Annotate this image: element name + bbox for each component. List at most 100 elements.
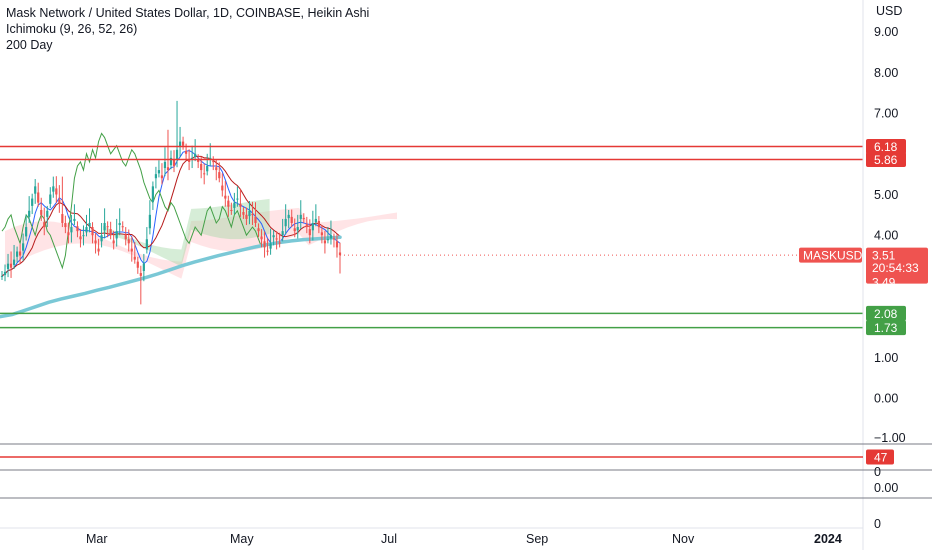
candle-body [121, 226, 124, 228]
x-tick-label: Sep [526, 532, 548, 546]
cloud-area [5, 207, 397, 279]
candle-body [332, 238, 336, 240]
candle-body [308, 229, 311, 236]
candle-body [145, 239, 148, 250]
candle-body [109, 229, 112, 236]
candle-body [85, 227, 88, 233]
level-label: 6.18 [874, 140, 898, 154]
candle-body [142, 263, 145, 272]
x-tick-label: Jul [381, 532, 397, 546]
pane-tick-label: 0.00 [874, 481, 898, 495]
candle-body [97, 248, 100, 252]
candle-body [221, 185, 224, 191]
pane-tick-label: 0 [874, 465, 881, 479]
candle-body [160, 175, 164, 179]
candle-body [323, 240, 327, 244]
candle-body [22, 243, 25, 251]
candle-body [106, 226, 109, 228]
candle-body [55, 188, 58, 195]
candle-body [28, 210, 31, 217]
candle-body [215, 167, 218, 171]
candle-body [154, 174, 158, 179]
candle-body [281, 231, 284, 236]
y-tick-label: 9.00 [874, 25, 898, 39]
candle-body [197, 159, 200, 162]
candle-body [15, 251, 19, 257]
candle-body [305, 224, 308, 228]
candle-body [166, 167, 170, 171]
candle-body [191, 157, 194, 159]
symbol-label: MASKUSD [803, 249, 863, 263]
candle-body [200, 163, 203, 171]
x-tick-label: 2024 [814, 532, 842, 546]
candle-body [118, 222, 121, 226]
x-tick-label: May [230, 532, 254, 546]
candle-body [254, 216, 257, 223]
candle-body [329, 235, 333, 239]
countdown-label: 20:54:33 [872, 261, 919, 275]
candle-body [133, 256, 136, 260]
candle-body [91, 227, 94, 236]
candle-body [248, 210, 251, 217]
candle-body [224, 195, 227, 199]
candle-body [269, 243, 272, 249]
candle-body [236, 198, 239, 200]
candle-body [49, 194, 52, 204]
candles [0, 100, 342, 305]
level-label-bg [866, 320, 906, 336]
candle-body [326, 239, 330, 241]
legend-ichimoku[interactable]: Ichimoku (9, 26, 52, 26) [6, 22, 138, 36]
candle-body [37, 192, 40, 203]
candle-body [263, 241, 266, 248]
legend-200-day[interactable]: 200 Day [6, 38, 53, 52]
candle-body [12, 259, 16, 265]
candle-body [157, 170, 161, 174]
candle-body [194, 153, 197, 158]
pane-tick-label: −1.00 [874, 431, 906, 445]
candle-body [335, 241, 339, 248]
level-label-bg [866, 138, 906, 154]
candle-body [178, 141, 182, 147]
y-tick-label: 1.00 [874, 351, 898, 365]
candle-body [169, 157, 173, 166]
candle-body [212, 161, 215, 163]
x-tick-label: Nov [672, 532, 695, 546]
candle-body [3, 271, 7, 276]
y-tick-label: 4.00 [874, 229, 898, 243]
time-axis: Mar May Jul Sep Nov 2024 [0, 527, 863, 546]
candle-body [127, 239, 130, 244]
x-tick-label: Mar [86, 532, 108, 546]
candle-body [82, 235, 85, 237]
candle-body [130, 248, 133, 252]
y-tick-label: 8.00 [874, 66, 898, 80]
pane-tick-label: 0 [874, 517, 881, 531]
candle-body [9, 263, 13, 268]
legend-title[interactable]: Mask Network / United States Dollar, 1D,… [6, 6, 370, 20]
candle-body [34, 186, 37, 194]
candle-body [266, 250, 269, 252]
candle-body [94, 240, 97, 244]
candle-body [172, 159, 176, 167]
y-tick-label: 0.00 [874, 392, 898, 406]
candle-body [61, 214, 64, 223]
candle-body [73, 218, 76, 221]
candle-body [124, 234, 127, 240]
candle-body [0, 275, 4, 277]
candle-body [314, 218, 317, 223]
candle-body [46, 210, 49, 217]
candle-body [275, 238, 278, 240]
candle-body [64, 222, 67, 228]
candle-body [302, 218, 305, 220]
candle-body [163, 161, 167, 169]
candle-body [320, 232, 323, 236]
candle-body [31, 198, 34, 206]
candle-body [67, 232, 70, 236]
level-label-bg [866, 151, 906, 167]
candle-body [278, 242, 281, 244]
horizontal-levels [0, 145, 863, 329]
candle-body [139, 273, 142, 276]
candle-body [242, 212, 245, 215]
